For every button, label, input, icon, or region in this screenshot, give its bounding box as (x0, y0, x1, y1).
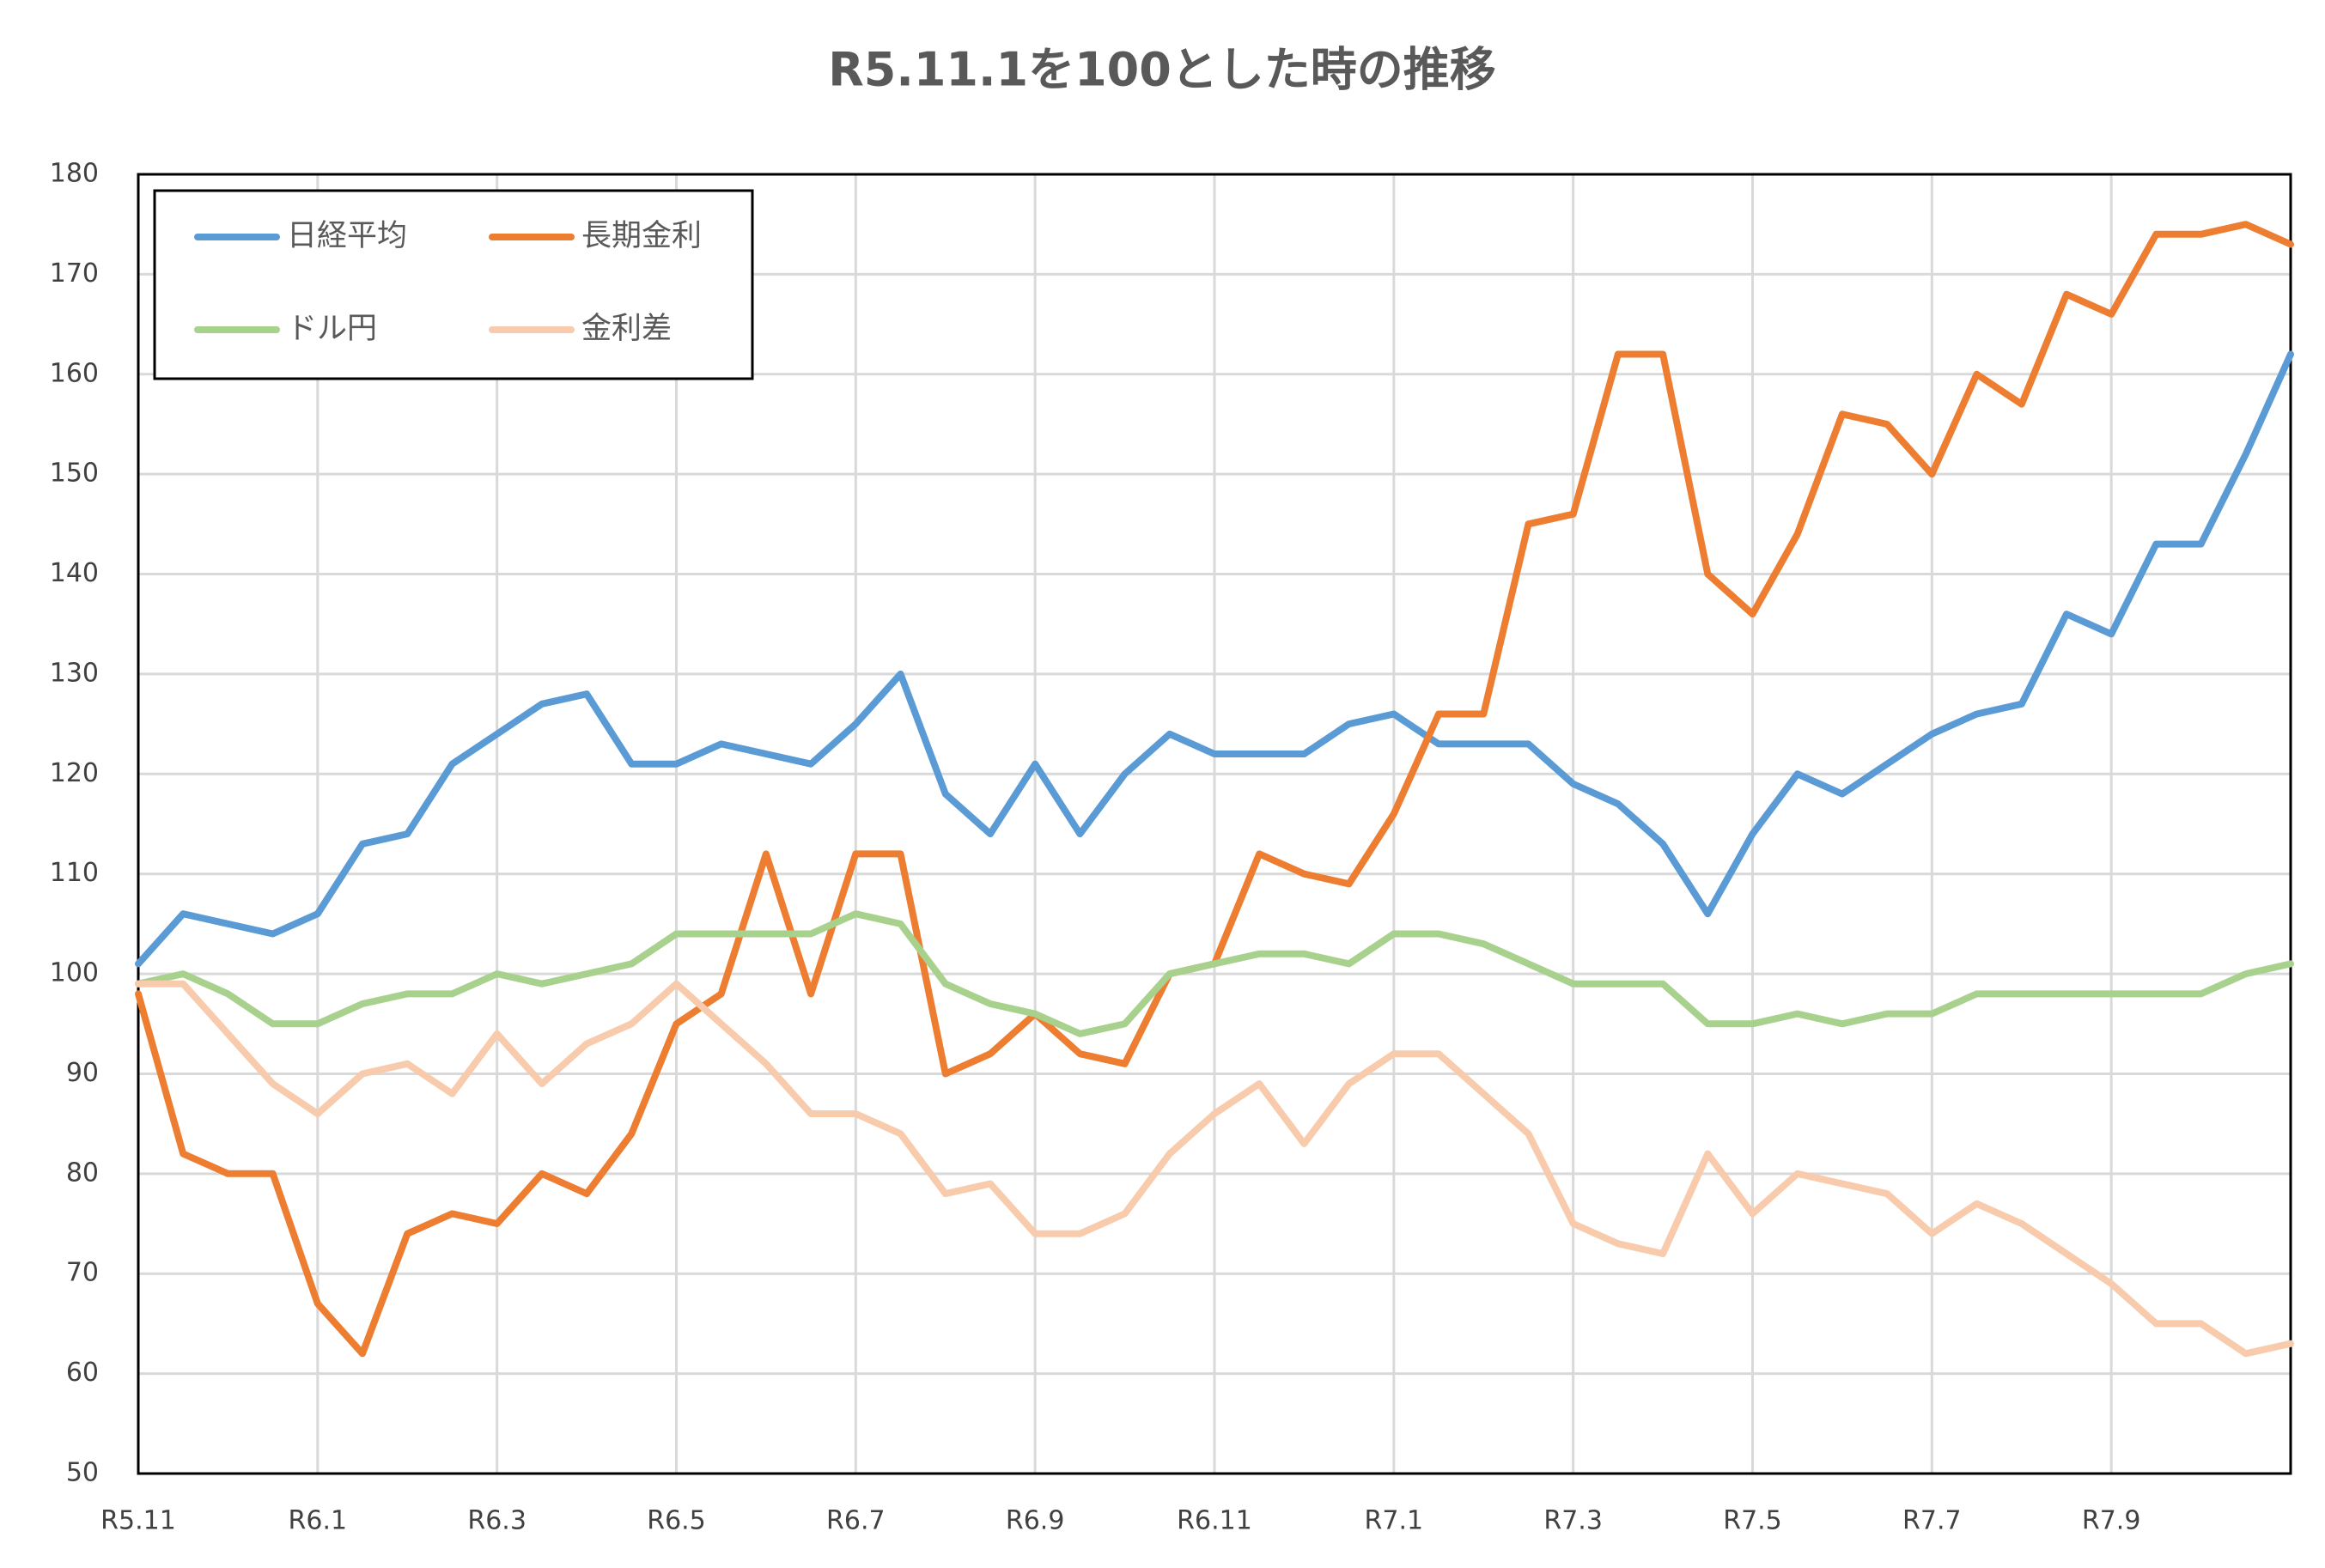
y-tick-label: 70 (66, 1258, 99, 1288)
x-tick-label: R7.3 (1543, 1506, 1603, 1536)
legend-label: 日経平均 (287, 219, 407, 253)
y-tick-label: 160 (50, 358, 99, 388)
x-tick-label: R6.11 (1177, 1506, 1252, 1536)
y-tick-label: 120 (50, 758, 99, 788)
y-tick-label: 170 (50, 258, 99, 289)
legend-label: ドル円 (287, 312, 377, 346)
x-tick-label: R6.5 (647, 1506, 706, 1536)
x-tick-label: R6.1 (289, 1506, 348, 1536)
y-tick-label: 50 (66, 1458, 99, 1488)
y-tick-label: 140 (50, 558, 99, 588)
y-tick-label: 90 (66, 1058, 99, 1088)
x-tick-label: R6.9 (1006, 1506, 1065, 1536)
y-tick-label: 100 (50, 958, 99, 988)
y-tick-label: 60 (66, 1358, 99, 1388)
y-tick-label: 80 (66, 1158, 99, 1188)
x-tick-label: R7.1 (1365, 1506, 1424, 1536)
chart-title: R5.11.1を100とした時の推移 (828, 43, 1496, 97)
legend-label: 長期金利 (581, 219, 702, 253)
x-tick-label: R7.5 (1723, 1506, 1782, 1536)
x-tick-label: R5.11 (100, 1506, 176, 1536)
y-tick-label: 150 (50, 459, 99, 489)
series-line (135, 910, 2294, 1037)
y-tick-label: 110 (50, 858, 99, 888)
y-tick-label: 130 (50, 658, 99, 688)
plot-frame (137, 173, 2292, 1475)
legend-label: 金利差 (581, 312, 672, 346)
legend-box (153, 189, 754, 380)
x-tick-label: R6.3 (467, 1506, 526, 1536)
x-tick-label: R7.9 (2082, 1506, 2141, 1536)
series-line (135, 980, 2294, 1358)
x-tick-label: R7.7 (1902, 1506, 1962, 1536)
y-tick-label: 180 (50, 159, 99, 189)
series-line (135, 350, 2294, 968)
x-tick-label: R6.7 (826, 1506, 886, 1536)
